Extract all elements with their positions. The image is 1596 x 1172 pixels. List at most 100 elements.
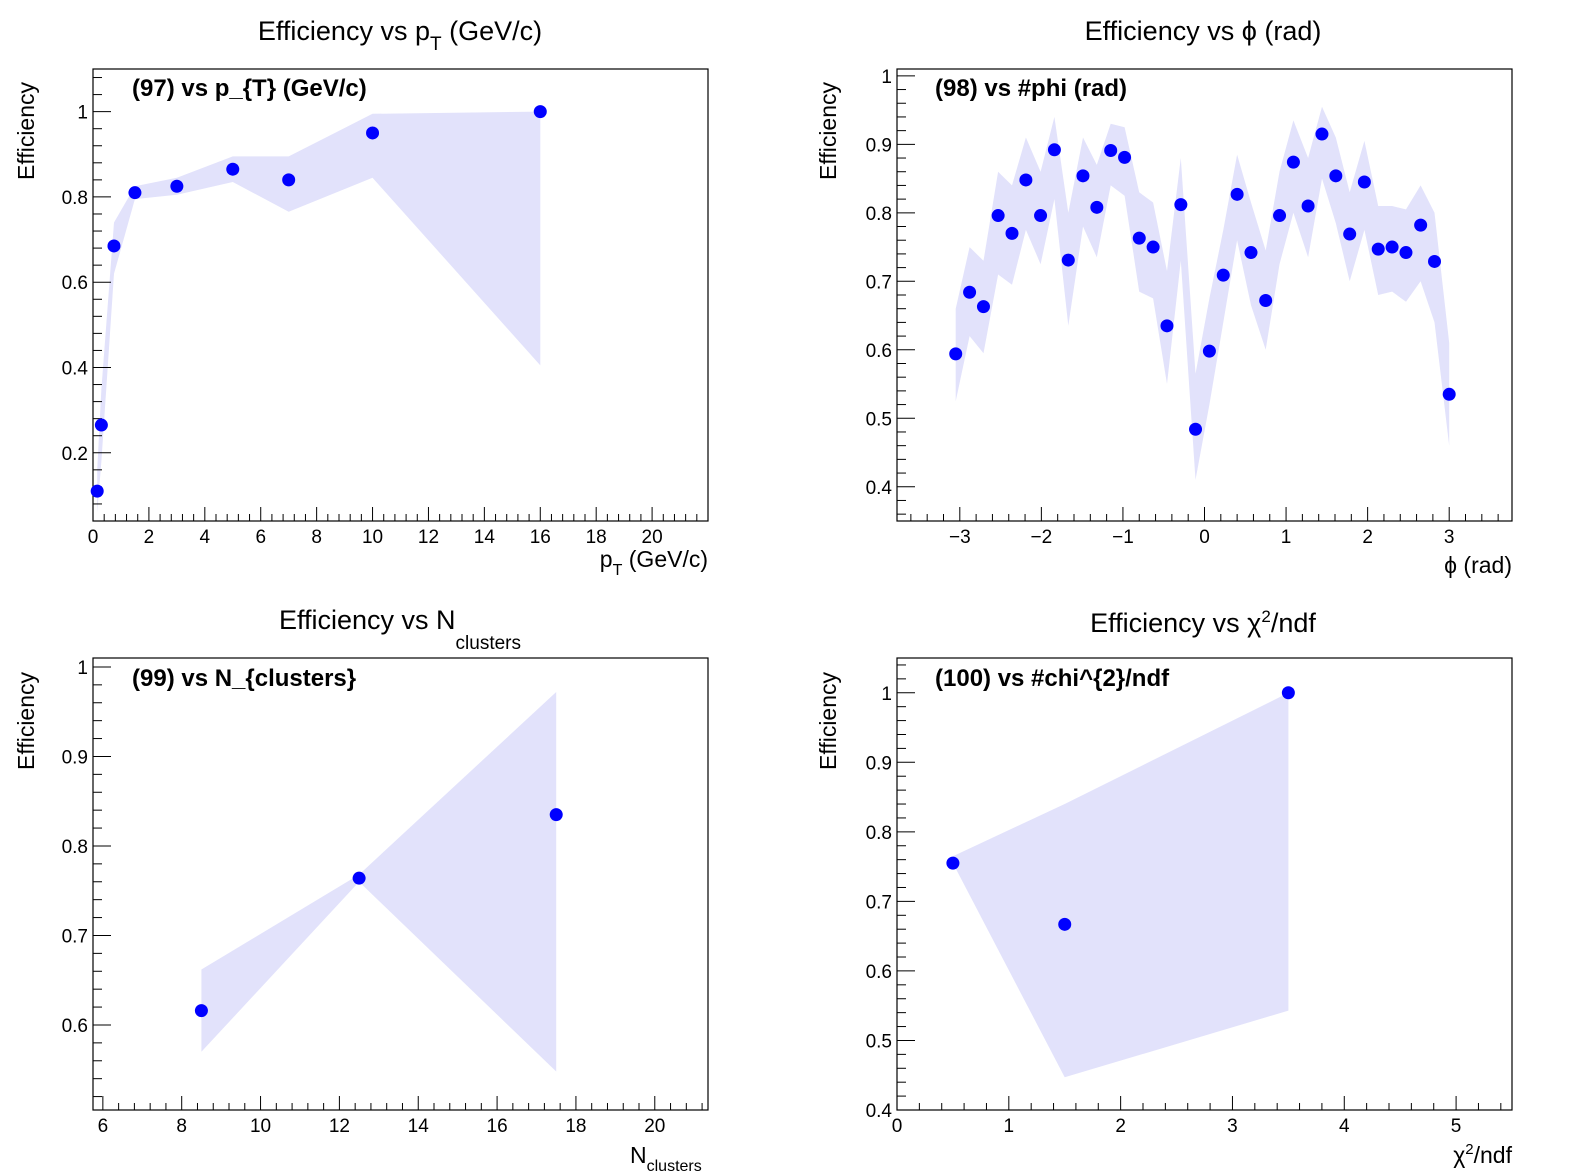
panel-pt-axes-data-point [282,173,296,187]
panel-phi-axes-data-point [1174,198,1188,212]
panel-phi-xlabel: ϕ (rad) [1444,552,1512,578]
panel-pt-axes-x-tick-label: 16 [530,527,551,548]
panel-pt-axes-y-tick-label: 1 [77,103,88,124]
panel-pt-axes-data-point [366,126,380,140]
panel-pt-axes-data-point [94,418,108,432]
panel-phi-axes-data-point [1329,169,1343,183]
panel-phi-inner-label: (98) vs #phi (rad) [935,75,1127,102]
panel-phi-axes-data-point [991,209,1005,223]
panel-nclusters: Efficiency vs Nclusters 6 8 10 12 14 16 18 20 0.… [13,605,709,1172]
panel-phi: Efficiency vs ϕ (rad) −3 −2 −1 0 1 2 3 0.4 0.5 0.… [815,16,1513,578]
panel-chi2: Efficiency vs χ2/ndf 0 1 2 3 4 50.40.50.60.70… [815,607,1513,1168]
panel-chi2-axes-y-tick-label: 1 [881,684,892,705]
panel-chi2-axes-x-tick-label: 0 [892,1116,903,1137]
panel-nclusters-axes-x-tick-label: 18 [565,1116,586,1137]
panel-chi2-axes-y-tick-label: 0.6 [866,962,892,983]
panel-phi-axes-data-point [1076,169,1090,183]
panel-pt: Efficiency vs pT (GeV/c) 0 2 4 6 8 10 12 14 16 18… [13,16,709,579]
panel-chi2-axes: 0 1 2 3 4 5 0.4 0.5 0.6 0.7 0.8 0.9 1 [866,657,1513,1137]
panel-chi2-axes-y-tick-label: 0.8 [866,823,892,844]
panel-phi-axes-data-point [1047,143,1061,157]
panel-chi2-axes-x-tick-label: 3 [1227,1116,1238,1137]
panel-chi2-axes-frame [896,657,1513,1111]
panel-phi-axes-data-point [1343,227,1357,241]
panel-pt-axes-y-tick-label: 0.4 [62,358,89,379]
panel-nclusters-axes-y-tick-label: 1 [77,658,88,679]
panel-nclusters-axes-data-point [352,871,366,885]
panel-pt-axes-x-tick-label: 18 [586,527,607,548]
panel-nclusters-axes-y-tick-label: 0.6 [62,1016,88,1037]
panel-chi2-axes-y-tick-label: 0.9 [866,753,892,774]
panel-nclusters-axes-frame [92,657,709,1111]
panel-phi-axes-x-tick-label: 0 [1199,527,1210,548]
panel-nclusters-axes-data-point [549,808,563,822]
panel-pt-axes-data-point [226,162,240,176]
panel-pt-axes-data-point [90,484,104,498]
panel-phi-axes-y-tick-label: 0.7 [866,272,892,293]
panel-nclusters-axes-x-tick-label: 6 [98,1116,109,1137]
panel-chi2-axes-y-tick-label: 0.5 [866,1031,892,1052]
panel-phi-axes-data-point [1189,422,1203,436]
panel-chi2-axes-data-point [1281,686,1295,700]
panel-pt-axes-y-tick-label: 0.2 [62,444,88,465]
panel-phi-axes-data-point [963,285,977,299]
panel-pt-axes-frame [92,68,709,522]
panel-phi-axes-data-point [1202,344,1216,358]
panel-phi-axes-data-point [1104,143,1118,157]
panel-pt-axes-x-tick-label: 10 [362,527,383,548]
panel-pt-axes-data-point [128,186,142,200]
panel-phi-axes-data-point [1286,155,1300,169]
panel-pt-axes-x-tick-label: 20 [642,527,663,548]
panel-phi-axes-data-point [1034,209,1048,223]
panel-pt-axes-x-tick-label: 14 [474,527,496,548]
panel-nclusters-axes-y-tick-label: 0.9 [62,747,88,768]
panel-chi2-ylabel: Efficiency [815,671,841,770]
panel-chi2-xlabel: χ2/ndf [1453,1141,1512,1168]
panel-phi-axes-data-point [1428,254,1442,268]
panel-nclusters-axes-x-tick-label: 16 [487,1116,508,1137]
panel-phi-axes-x-tick-label: −1 [1112,527,1134,548]
panel-nclusters-axes-y-tick-label: 0.7 [62,926,88,947]
panel-phi-axes-data-point [1230,187,1244,201]
panel-phi-axes-data-point [1118,150,1132,164]
panel-phi-axes-data-point [1385,240,1399,254]
panel-pt-axes-y-tick-label: 0.8 [62,188,88,209]
panel-phi-title: Efficiency vs ϕ (rad) [1085,16,1322,46]
panel-phi-axes-data-point [1019,173,1033,187]
panel-nclusters-axes-y-tick-label: 0.8 [62,837,88,858]
panel-pt-axes-x-tick-label: 4 [200,527,211,548]
panel-phi-axes-error-band [955,106,1450,480]
panel-pt-ylabel: Efficiency [13,81,39,180]
panel-chi2-axes-error-band [952,692,1289,1078]
panel-pt-inner-label: (97) vs p_{T} (GeV/c) [132,75,367,102]
panel-phi-axes-data-point [976,300,990,314]
panel-phi-axes-data-point [1259,293,1273,307]
panel-nclusters-xlabel: Nclusters [630,1142,702,1172]
panel-chi2-axes-x-tick-label: 1 [1004,1116,1015,1137]
panel-phi-axes-x-tick-label: −3 [949,527,971,548]
panel-nclusters-axes-x-tick-label: 10 [250,1116,271,1137]
panel-chi2-title: Efficiency vs χ2/ndf [1090,607,1316,638]
panel-phi-axes-y-tick-label: 0.4 [866,478,893,499]
panel-phi-axes-data-point [1273,209,1287,223]
panel-phi-ylabel: Efficiency [815,81,841,180]
panel-chi2-inner-label: (100) vs #chi^{2}/ndf [935,665,1170,692]
panel-phi-axes-data-point [1132,231,1146,245]
panel-nclusters-axes-error-band [201,692,557,1072]
panel-nclusters-ylabel: Efficiency [13,671,39,770]
panel-nclusters-axes-x-tick-label: 12 [329,1116,350,1137]
panel-nclusters-axes-data-point [194,1004,208,1018]
panel-pt-xlabel: pT (GeV/c) [600,546,708,579]
panel-nclusters-title: Efficiency vs Nclusters [279,605,521,654]
panel-phi-axes-data-point [1414,218,1428,232]
panel-chi2-axes-x-tick-label: 2 [1115,1116,1126,1137]
panel-pt-axes-data-point [170,179,184,193]
panel-phi-axes-x-tick-label: 2 [1362,527,1373,548]
panel-phi-axes-data-point [1216,268,1230,282]
panel-chi2-axes-data-point [946,856,960,870]
panel-phi-axes-data-point [1244,246,1258,260]
panel-phi-axes-x-tick-label: 1 [1281,527,1292,548]
panel-pt-axes-x-tick-label: 12 [418,527,439,548]
panel-phi-axes-y-tick-label: 1 [881,67,892,88]
